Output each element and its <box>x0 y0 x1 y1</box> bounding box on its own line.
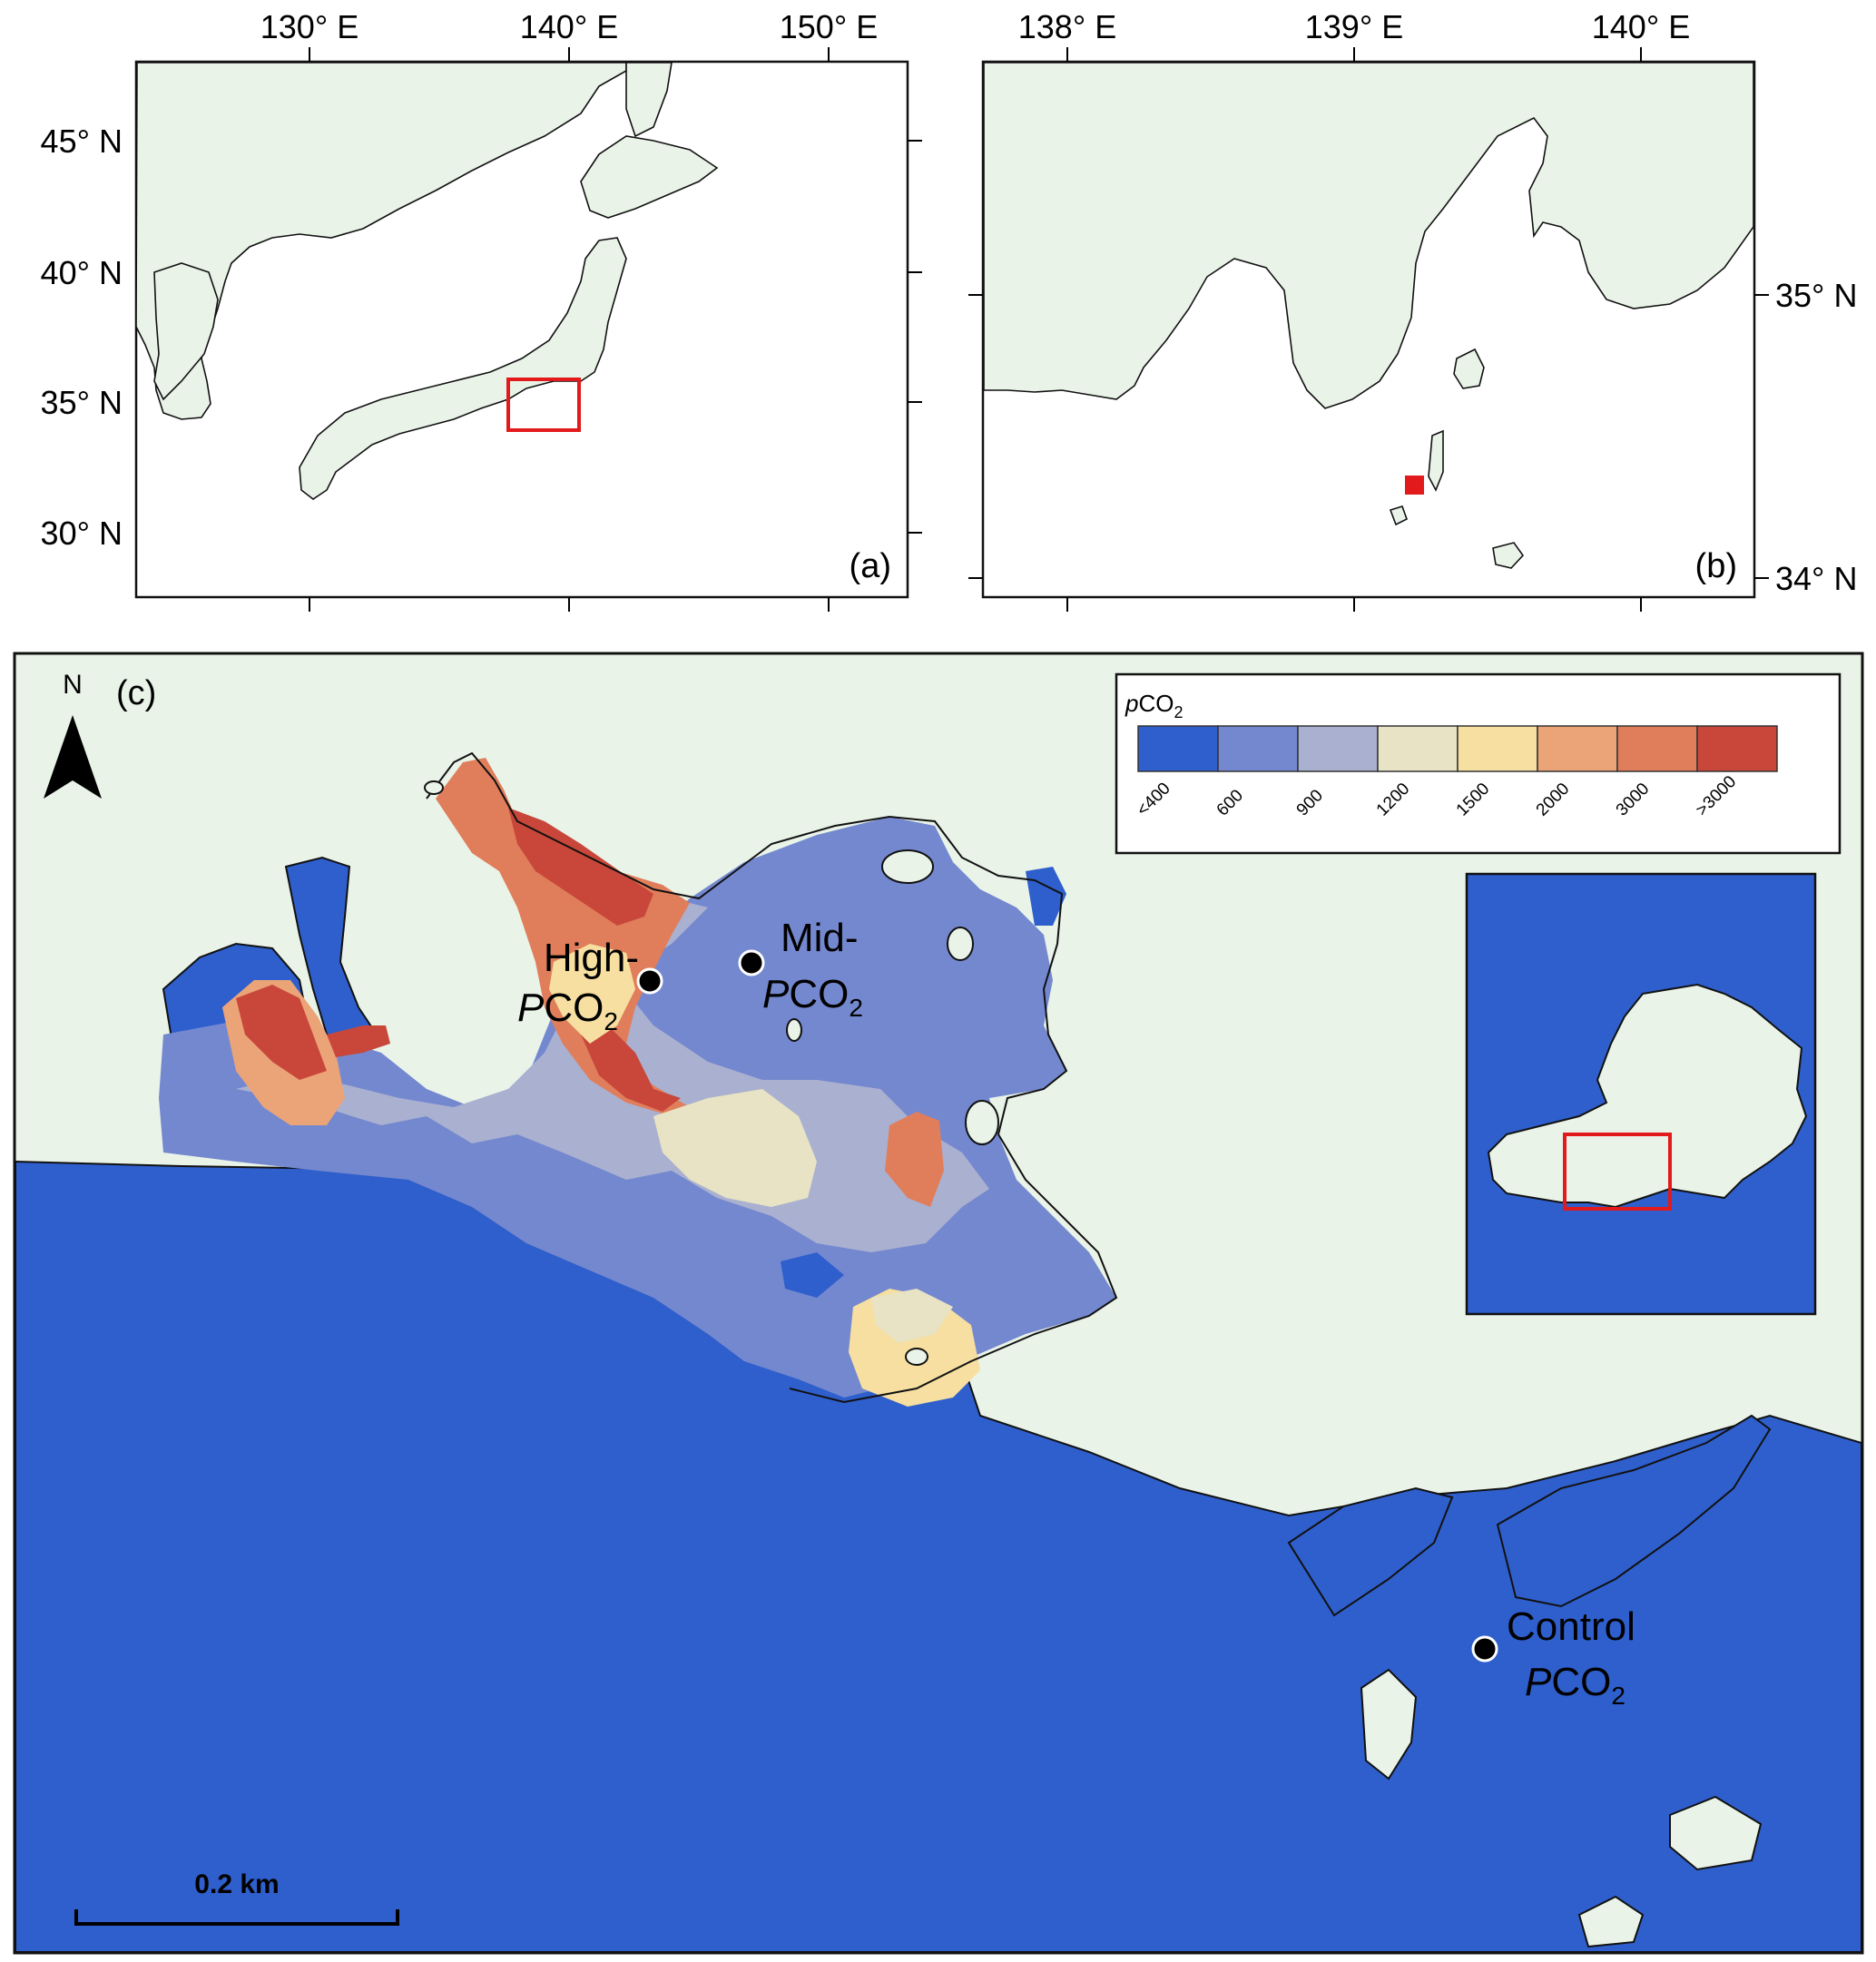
panel-b-island-3 <box>1389 505 1408 526</box>
scale-bar: 0.2 km <box>74 1869 399 1926</box>
panel-a: 130° E 140° E 150° E 45° N 40° N 35° N 3… <box>41 8 922 612</box>
panel-b-study-box <box>1405 476 1424 495</box>
legend-swatch <box>1537 725 1618 772</box>
site-high-marker <box>636 967 663 995</box>
panel-c-islet-3 <box>786 1018 802 1042</box>
panel-a-xtick-150: 150° E <box>780 8 878 45</box>
panel-b-ticks <box>968 47 1769 612</box>
panel-c-islet-5 <box>905 1348 928 1366</box>
pco2-legend: pCO2 <400 600 900 1200 1500 2000 3000 >3000 <box>1115 672 1842 855</box>
panel-a-xtick-140: 140° E <box>520 8 618 45</box>
panel-a-ytick-35: 35° N <box>41 384 123 421</box>
panel-b-ytick-35: 35° N <box>1775 277 1857 314</box>
panel-b-coast-land <box>983 62 1754 409</box>
panel-b-island-1 <box>1453 348 1485 389</box>
panel-a-label: (a) <box>850 547 891 585</box>
panel-c-island-east <box>1360 1668 1418 1781</box>
panel-c-high-warm <box>549 944 635 1044</box>
panel-c-island-se-2 <box>1577 1895 1645 1948</box>
panel-a-ytick-30: 30° N <box>41 515 123 552</box>
panel-c-sea-east-arm-2 <box>1496 1414 1772 1608</box>
panel-b-label: (b) <box>1695 547 1737 585</box>
scale-bar-label: 0.2 km <box>194 1869 279 1899</box>
panel-c-high-core <box>508 808 653 926</box>
panel-c-blue-inlet-2 <box>781 1252 844 1298</box>
north-arrow: N <box>44 670 102 799</box>
panel-c-south-pale <box>871 1289 953 1343</box>
panel-c-label: (c) <box>116 674 156 712</box>
panel-b-xtick-139: 139° E <box>1305 8 1403 45</box>
north-arrow-letter: N <box>63 670 83 700</box>
panel-c: High- PCO2 Mid- PCO2 Control PCO2 N (c) … <box>13 652 1864 1955</box>
panel-c-east-hot <box>885 1112 944 1207</box>
legend-swatch <box>1377 725 1459 772</box>
legend-swatch <box>1217 725 1299 772</box>
north-arrow-icon <box>44 715 102 799</box>
panel-c-west-strip <box>327 1025 390 1057</box>
site-mid-marker <box>738 949 765 976</box>
legend-swatch <box>1137 725 1219 772</box>
site-control-label-line2: PCO2 <box>1525 1660 1626 1710</box>
legend-swatches <box>1137 725 1778 772</box>
panel-a-asia-land <box>135 62 627 420</box>
panel-a-study-box <box>506 378 581 432</box>
panel-c-islet-1 <box>881 849 934 884</box>
legend-title: pCO2 <box>1125 690 1183 721</box>
inset-map <box>1465 872 1817 1316</box>
site-high-label-line2: PCO2 <box>517 986 618 1035</box>
panel-c-sea-channel <box>284 856 378 1055</box>
legend-swatch <box>1457 725 1538 772</box>
panel-c-sea-east-arm-1 <box>1287 1486 1454 1617</box>
panel-c-bay-outline <box>426 751 1118 1404</box>
panel-c-east-warm <box>653 1089 817 1207</box>
inset-study-box <box>1563 1133 1672 1211</box>
panel-a-japan-land <box>299 237 627 500</box>
panel-b-xtick-140: 140° E <box>1592 8 1690 45</box>
site-control-marker <box>1471 1635 1498 1663</box>
site-high-label-line1: High- <box>544 936 639 980</box>
inset-island <box>1487 983 1808 1209</box>
panel-a-sakhalin-land <box>625 62 673 138</box>
panel-c-islet-6 <box>424 780 444 795</box>
panel-a-xtick-130: 130° E <box>260 8 359 45</box>
site-mid-label-line2: PCO2 <box>762 972 863 1022</box>
site-control-label-line1: Control <box>1507 1604 1635 1649</box>
panel-b-island-4 <box>1492 542 1525 569</box>
panel-c-islet-2 <box>947 927 974 961</box>
panel-a-korea-land <box>153 262 219 401</box>
panel-b-ytick-34: 34° N <box>1775 560 1857 597</box>
panel-b-island-2 <box>1428 429 1444 492</box>
panel-c-west-core <box>236 985 327 1080</box>
panel-c-island-se <box>1669 1795 1763 1871</box>
panel-a-ytick-40: 40° N <box>41 254 123 291</box>
panel-b: 138° E 139° E 140° E 35° N 34° N (b) <box>968 8 1857 612</box>
panel-c-high-zone <box>436 758 690 1116</box>
panel-a-hokkaido-land <box>580 135 719 219</box>
panel-c-islet-4 <box>965 1100 999 1145</box>
panel-a-ticks <box>309 47 922 612</box>
panel-b-xtick-138: 138° E <box>1018 8 1116 45</box>
legend-swatch <box>1297 725 1379 772</box>
site-mid-label-line1: Mid- <box>781 916 859 960</box>
legend-swatch <box>1696 725 1778 772</box>
panel-c-high-core-2 <box>581 1025 681 1112</box>
panel-a-ytick-45: 45° N <box>41 123 123 160</box>
legend-swatch <box>1616 725 1698 772</box>
